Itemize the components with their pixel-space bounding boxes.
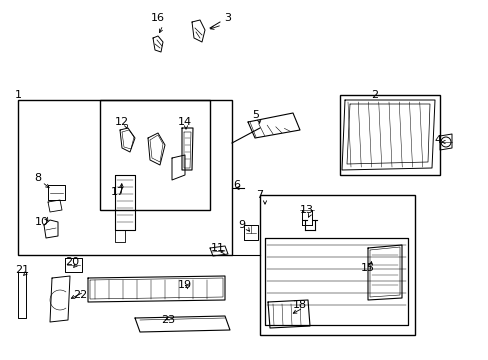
Text: 17: 17: [111, 187, 125, 197]
Text: 14: 14: [178, 117, 192, 127]
Bar: [100, 100, 209, 210]
Text: 6: 6: [233, 180, 240, 190]
Text: 3: 3: [224, 13, 231, 23]
Text: 21: 21: [15, 265, 29, 275]
Bar: [18, 100, 231, 255]
Text: 13: 13: [299, 205, 313, 215]
Text: 9: 9: [238, 220, 245, 230]
Text: 2: 2: [371, 90, 378, 100]
Text: 11: 11: [210, 243, 224, 253]
Bar: [339, 95, 439, 175]
Text: 22: 22: [73, 290, 87, 300]
Text: 5: 5: [252, 110, 259, 120]
Text: 23: 23: [161, 315, 175, 325]
Text: 20: 20: [65, 257, 79, 267]
Text: 19: 19: [178, 280, 192, 290]
Text: 1: 1: [15, 90, 21, 100]
Text: 16: 16: [151, 13, 164, 23]
Text: 12: 12: [115, 117, 129, 127]
Text: 8: 8: [34, 173, 41, 183]
Bar: [260, 195, 414, 335]
Text: 10: 10: [35, 217, 49, 227]
Text: 7: 7: [256, 190, 263, 200]
Text: 4: 4: [433, 135, 441, 145]
Text: 15: 15: [360, 263, 374, 273]
Text: 18: 18: [292, 300, 306, 310]
